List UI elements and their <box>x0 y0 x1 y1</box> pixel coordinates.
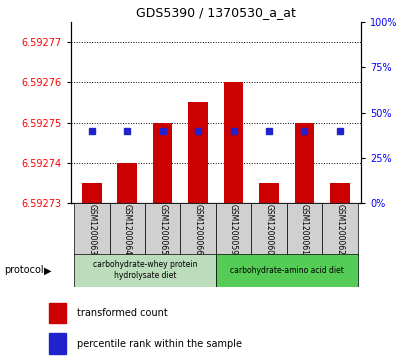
Bar <box>49 333 66 354</box>
Bar <box>153 123 172 203</box>
Text: GSM1200063: GSM1200063 <box>87 204 96 255</box>
Text: carbohydrate-amino acid diet: carbohydrate-amino acid diet <box>230 266 344 275</box>
Bar <box>49 302 66 323</box>
FancyBboxPatch shape <box>216 254 357 287</box>
Bar <box>82 183 102 203</box>
Text: carbohydrate-whey protein
hydrolysate diet: carbohydrate-whey protein hydrolysate di… <box>93 260 197 281</box>
FancyBboxPatch shape <box>287 203 322 256</box>
Bar <box>330 183 349 203</box>
FancyBboxPatch shape <box>251 203 287 256</box>
Bar <box>259 183 279 203</box>
Title: GDS5390 / 1370530_a_at: GDS5390 / 1370530_a_at <box>136 6 296 19</box>
FancyBboxPatch shape <box>322 203 357 256</box>
Text: GSM1200062: GSM1200062 <box>335 204 344 255</box>
FancyBboxPatch shape <box>110 203 145 256</box>
FancyBboxPatch shape <box>74 203 110 256</box>
FancyBboxPatch shape <box>181 203 216 256</box>
Bar <box>224 82 243 203</box>
FancyBboxPatch shape <box>74 254 216 287</box>
Text: GSM1200066: GSM1200066 <box>193 204 203 255</box>
Text: GSM1200065: GSM1200065 <box>158 204 167 255</box>
Text: percentile rank within the sample: percentile rank within the sample <box>77 339 242 349</box>
FancyBboxPatch shape <box>145 203 181 256</box>
Text: GSM1200064: GSM1200064 <box>123 204 132 255</box>
Text: transformed count: transformed count <box>77 308 168 318</box>
FancyBboxPatch shape <box>216 203 251 256</box>
Bar <box>117 163 137 203</box>
Text: protocol: protocol <box>4 265 44 276</box>
Text: ▶: ▶ <box>44 265 51 276</box>
Text: GSM1200061: GSM1200061 <box>300 204 309 255</box>
Bar <box>188 102 208 203</box>
Text: GSM1200060: GSM1200060 <box>264 204 273 255</box>
Text: GSM1200059: GSM1200059 <box>229 204 238 255</box>
Bar <box>295 123 314 203</box>
